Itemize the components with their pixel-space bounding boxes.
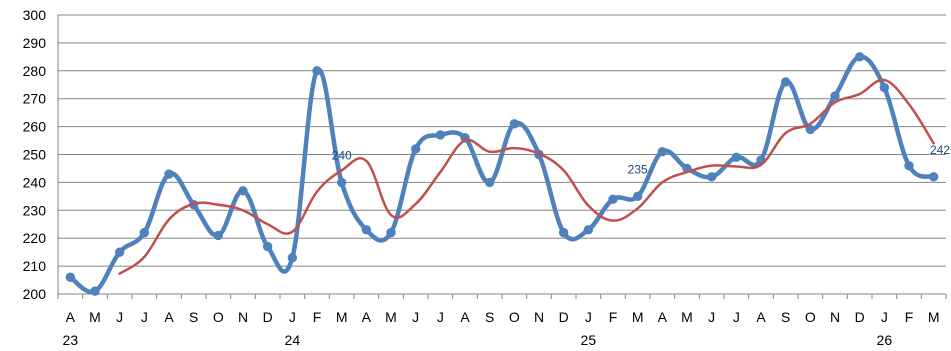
x-tick-label: N bbox=[238, 309, 248, 325]
x-tick-label: J bbox=[412, 309, 419, 325]
data-label: 242 bbox=[930, 143, 950, 157]
x-tick-label: A bbox=[66, 309, 76, 325]
x-tick-label: O bbox=[509, 309, 520, 325]
y-tick-label: 240 bbox=[23, 174, 47, 190]
y-tick-label: 260 bbox=[23, 119, 47, 135]
data-point bbox=[435, 130, 446, 140]
data-point bbox=[287, 253, 298, 263]
y-tick-label: 250 bbox=[23, 147, 47, 163]
x-tick-label: N bbox=[534, 309, 544, 325]
y-tick-label: 290 bbox=[23, 35, 47, 51]
data-point bbox=[854, 52, 865, 62]
year-label: 26 bbox=[877, 332, 893, 348]
x-tick-label: M bbox=[385, 309, 397, 325]
y-tick-label: 270 bbox=[23, 91, 47, 107]
x-tick-label: J bbox=[437, 309, 444, 325]
data-point bbox=[509, 119, 520, 129]
x-tick-label: M bbox=[681, 309, 693, 325]
data-point bbox=[238, 186, 248, 196]
x-tick-label: F bbox=[905, 309, 914, 325]
data-point bbox=[780, 77, 791, 87]
x-tick-label: M bbox=[336, 309, 348, 325]
data-label: 240 bbox=[332, 148, 352, 162]
x-tick-label: N bbox=[830, 309, 840, 325]
series-line-1 bbox=[68, 54, 936, 295]
x-tick-label: J bbox=[141, 309, 148, 325]
gridlines bbox=[58, 14, 946, 267]
data-point bbox=[164, 169, 174, 179]
x-tick-label: A bbox=[164, 309, 174, 325]
x-tick-label: J bbox=[733, 309, 740, 325]
data-point bbox=[262, 241, 273, 252]
data-point bbox=[608, 194, 618, 204]
y-tick-label: 210 bbox=[23, 258, 47, 274]
x-tick-label: S bbox=[485, 309, 494, 325]
x-tick-label: J bbox=[881, 309, 888, 325]
y-tick-label: 220 bbox=[23, 230, 47, 246]
year-label: 25 bbox=[581, 332, 597, 348]
x-tick-label: J bbox=[708, 309, 715, 325]
data-point bbox=[583, 225, 594, 235]
data-point bbox=[928, 172, 939, 182]
data-point bbox=[114, 247, 125, 257]
data-point bbox=[904, 160, 914, 171]
data-point bbox=[386, 227, 396, 238]
data-point bbox=[312, 66, 322, 76]
y-tick-label: 280 bbox=[23, 63, 47, 79]
data-point bbox=[830, 91, 840, 101]
x-tick-label: J bbox=[585, 309, 592, 325]
data-point bbox=[706, 172, 717, 182]
x-tick-label: D bbox=[855, 309, 865, 325]
x-tick-label: D bbox=[559, 309, 569, 325]
data-point bbox=[361, 225, 372, 235]
y-tick-label: 300 bbox=[23, 7, 47, 23]
x-tick-label: A bbox=[658, 309, 668, 325]
data-point bbox=[139, 227, 150, 238]
data-point bbox=[90, 286, 100, 296]
series-line-2 bbox=[118, 78, 935, 275]
data-point bbox=[336, 177, 347, 188]
year-label: 23 bbox=[63, 332, 79, 348]
x-tick-label: F bbox=[313, 309, 322, 325]
year-label: 24 bbox=[285, 332, 301, 348]
data-point bbox=[657, 147, 668, 157]
x-tick-label: D bbox=[263, 309, 273, 325]
data-point bbox=[410, 144, 421, 154]
data-point bbox=[632, 191, 643, 202]
x-tick-label: O bbox=[805, 309, 816, 325]
y-tick-label: 230 bbox=[23, 202, 47, 218]
x-tick-label: M bbox=[928, 309, 940, 325]
data-labels: 240 235 242 bbox=[332, 143, 951, 177]
x-tick-label: J bbox=[116, 309, 123, 325]
data-point bbox=[65, 272, 76, 282]
y-tick-labels: 200 210 220 230 240 250 260 270 280 290 300 bbox=[23, 7, 47, 302]
x-tick-label: O bbox=[213, 309, 224, 325]
data-label: 235 bbox=[628, 162, 648, 176]
data-point bbox=[213, 230, 224, 241]
x-tick-label: A bbox=[460, 309, 470, 325]
x-tick-label: J bbox=[289, 309, 296, 325]
data-point bbox=[879, 82, 890, 93]
data-point bbox=[484, 177, 495, 188]
y-tick-label: 200 bbox=[23, 286, 47, 302]
series-group bbox=[65, 52, 939, 296]
data-point bbox=[558, 227, 569, 238]
x-tick-label: F bbox=[609, 309, 618, 325]
x-tick-label: S bbox=[781, 309, 790, 325]
x-tick-label: S bbox=[189, 309, 198, 325]
x-tick-label: A bbox=[362, 309, 372, 325]
x-tick-labels: A M J J A S O N D J F M A M J J A S O N D J F M A M J J A S O N D J F M23 24… bbox=[63, 309, 940, 348]
x-tick-label: A bbox=[756, 309, 766, 325]
x-tick-label: M bbox=[89, 309, 101, 325]
x-tick-label: M bbox=[632, 309, 644, 325]
data-point bbox=[731, 152, 742, 162]
axes bbox=[57, 15, 947, 299]
